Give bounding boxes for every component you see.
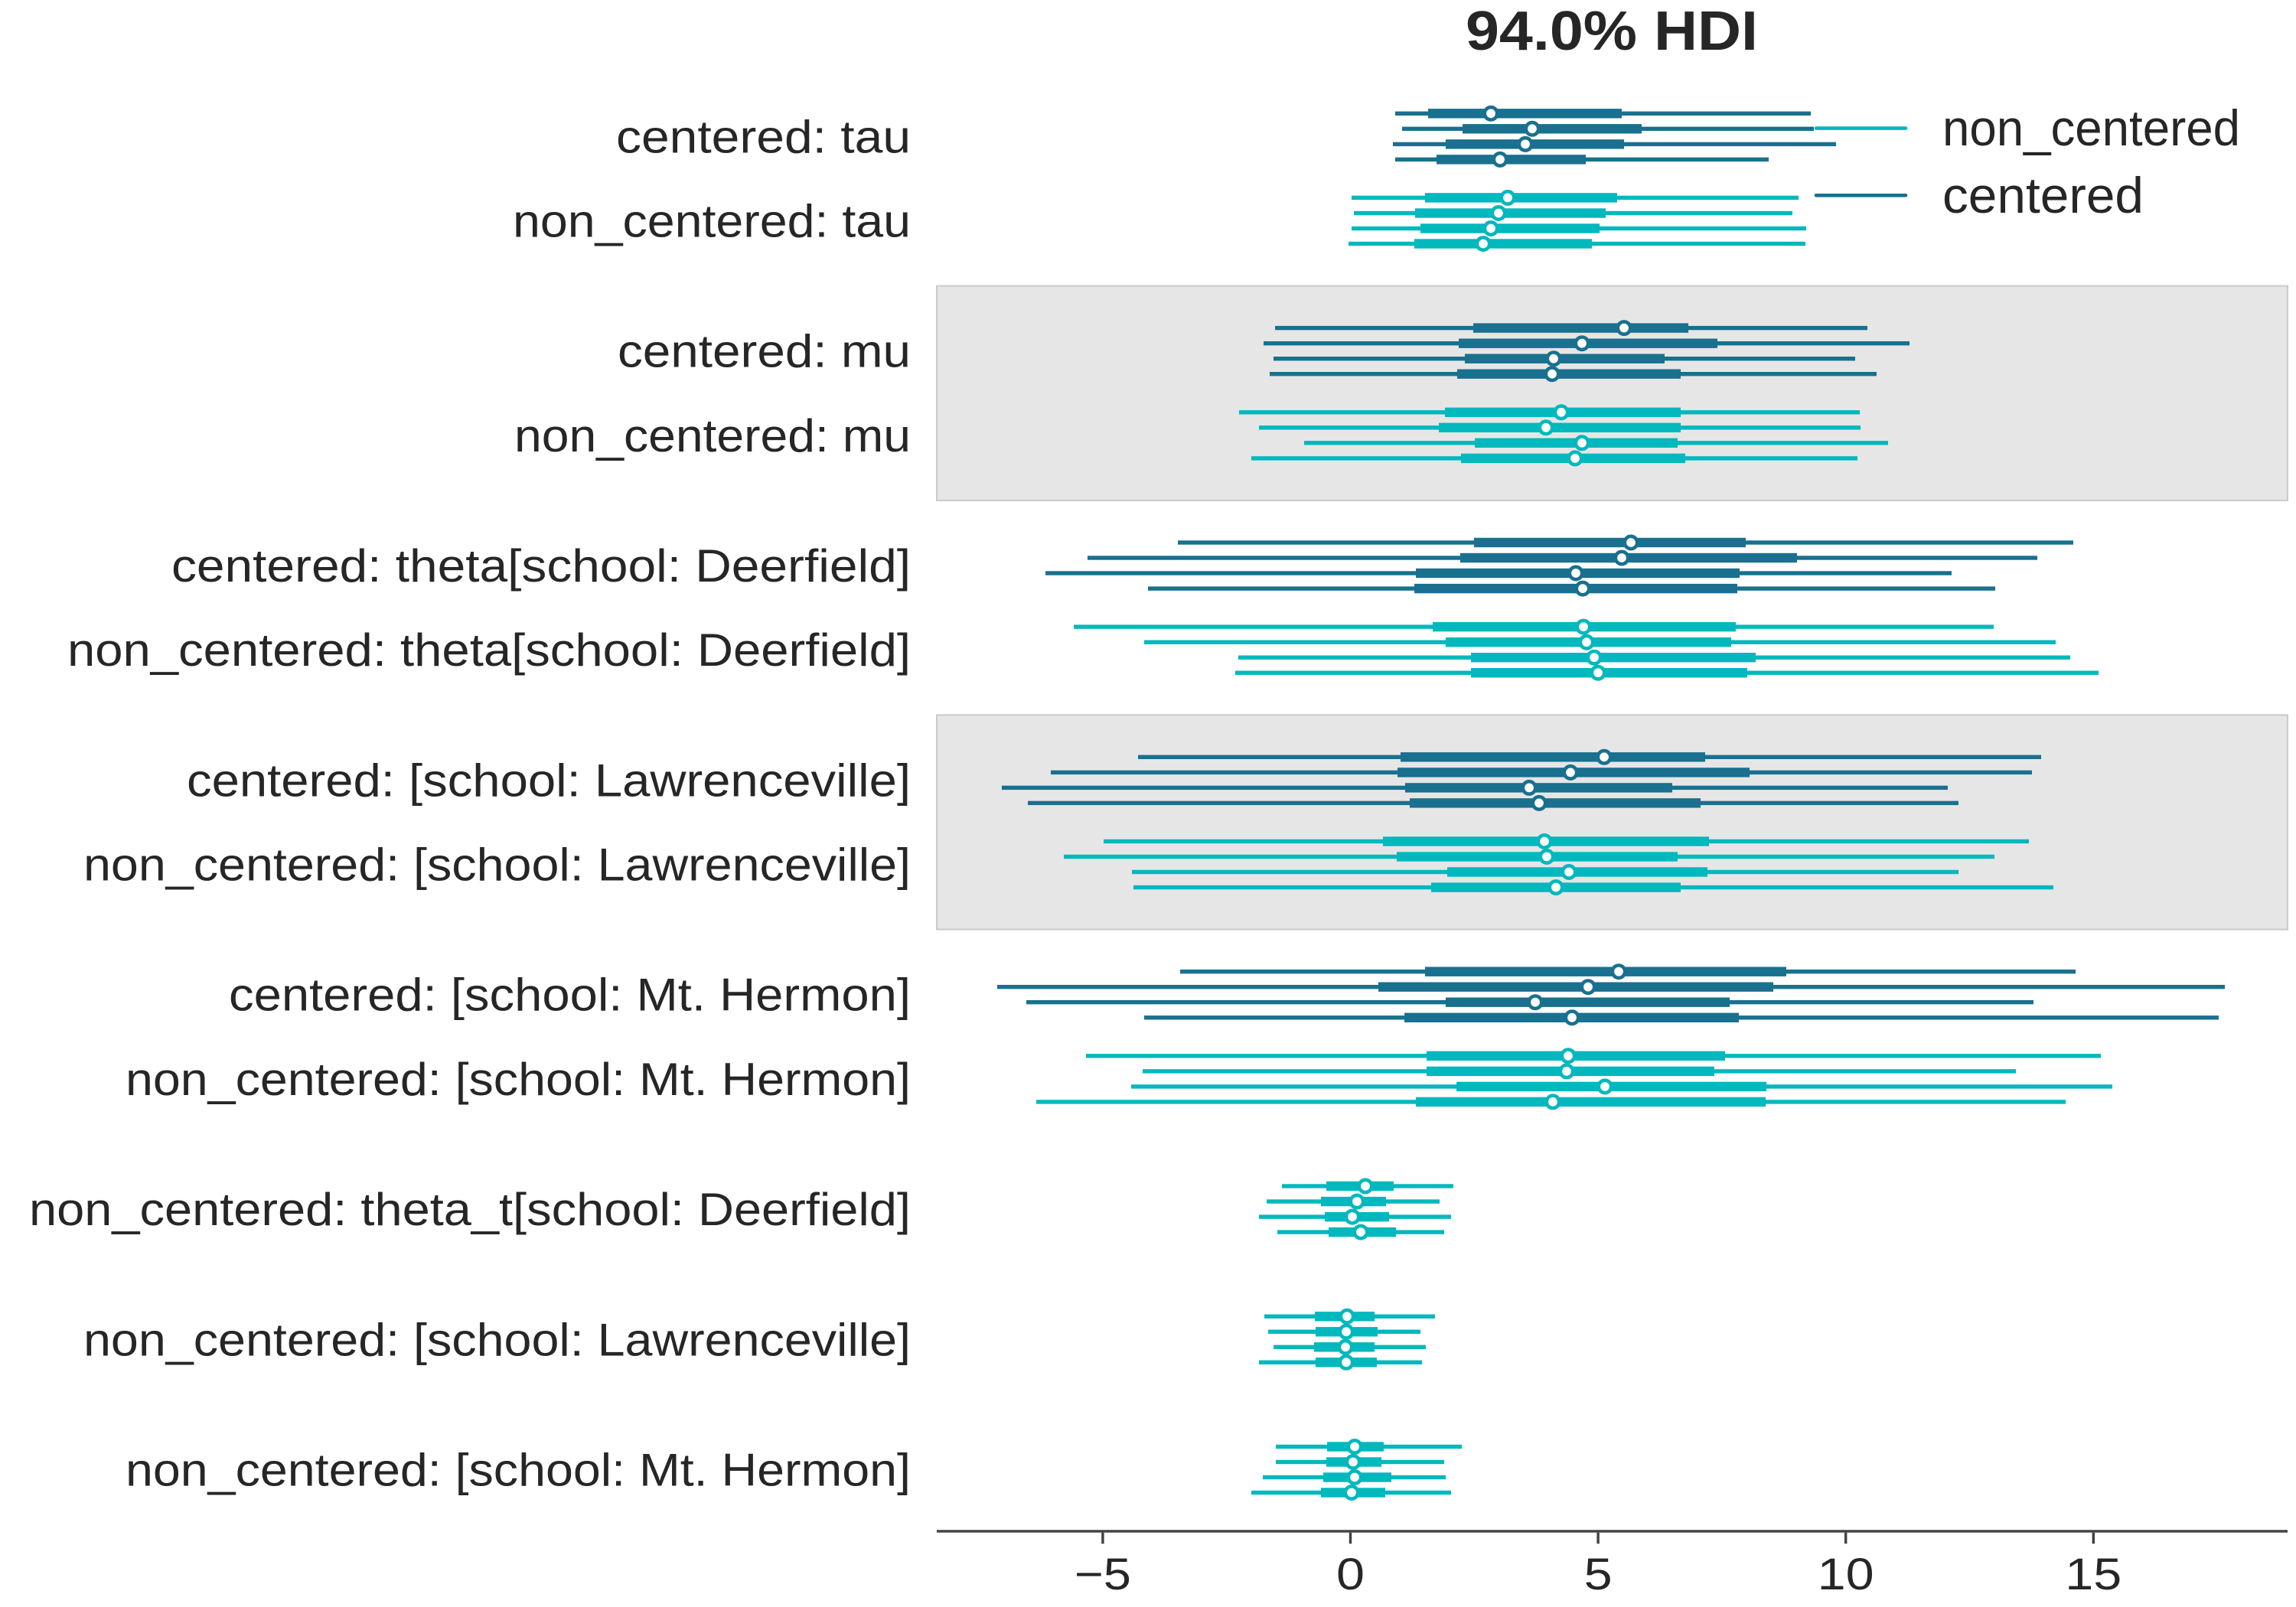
svg-text:non_centered: [school: Lawrenc: non_centered: [school: Lawrenceville]: [83, 1314, 911, 1365]
svg-text:non_centered: tau: non_centered: tau: [513, 196, 911, 247]
svg-text:centered: [school: Mt. Hermon]: centered: [school: Mt. Hermon]: [229, 970, 911, 1021]
svg-text:centered: mu: centered: mu: [618, 326, 911, 377]
svg-text:94.0% HDI: 94.0% HDI: [1466, 1, 1758, 62]
svg-text:centered: [school: Lawrencevil: centered: [school: Lawrenceville]: [187, 755, 911, 806]
svg-text:centered: tau: centered: tau: [616, 111, 911, 162]
svg-text:15: 15: [2065, 1550, 2122, 1599]
svg-text:non_centered: [school: Mt. Her: non_centered: [school: Mt. Hermon]: [126, 1054, 911, 1105]
svg-text:centered: theta[school: Deerfi: centered: theta[school: Deerfield]: [171, 540, 911, 592]
svg-text:10: 10: [1818, 1550, 1874, 1599]
svg-text:non_centered: [school: Mt. Her: non_centered: [school: Mt. Hermon]: [126, 1445, 911, 1496]
svg-text:centered: centered: [1942, 167, 2144, 223]
svg-text:non_centered: theta_t[school:: non_centered: theta_t[school: Deerfield]: [29, 1184, 911, 1235]
svg-text:5: 5: [1584, 1550, 1613, 1599]
svg-text:non_centered: mu: non_centered: mu: [514, 410, 911, 461]
svg-text:−5: −5: [1075, 1550, 1131, 1599]
svg-text:0: 0: [1336, 1550, 1365, 1599]
svg-text:non_centered: non_centered: [1942, 99, 2240, 156]
svg-text:non_centered: theta[school: De: non_centered: theta[school: Deerfield]: [67, 624, 911, 676]
svg-text:non_centered: [school: Lawrenc: non_centered: [school: Lawrenceville]: [83, 839, 911, 891]
